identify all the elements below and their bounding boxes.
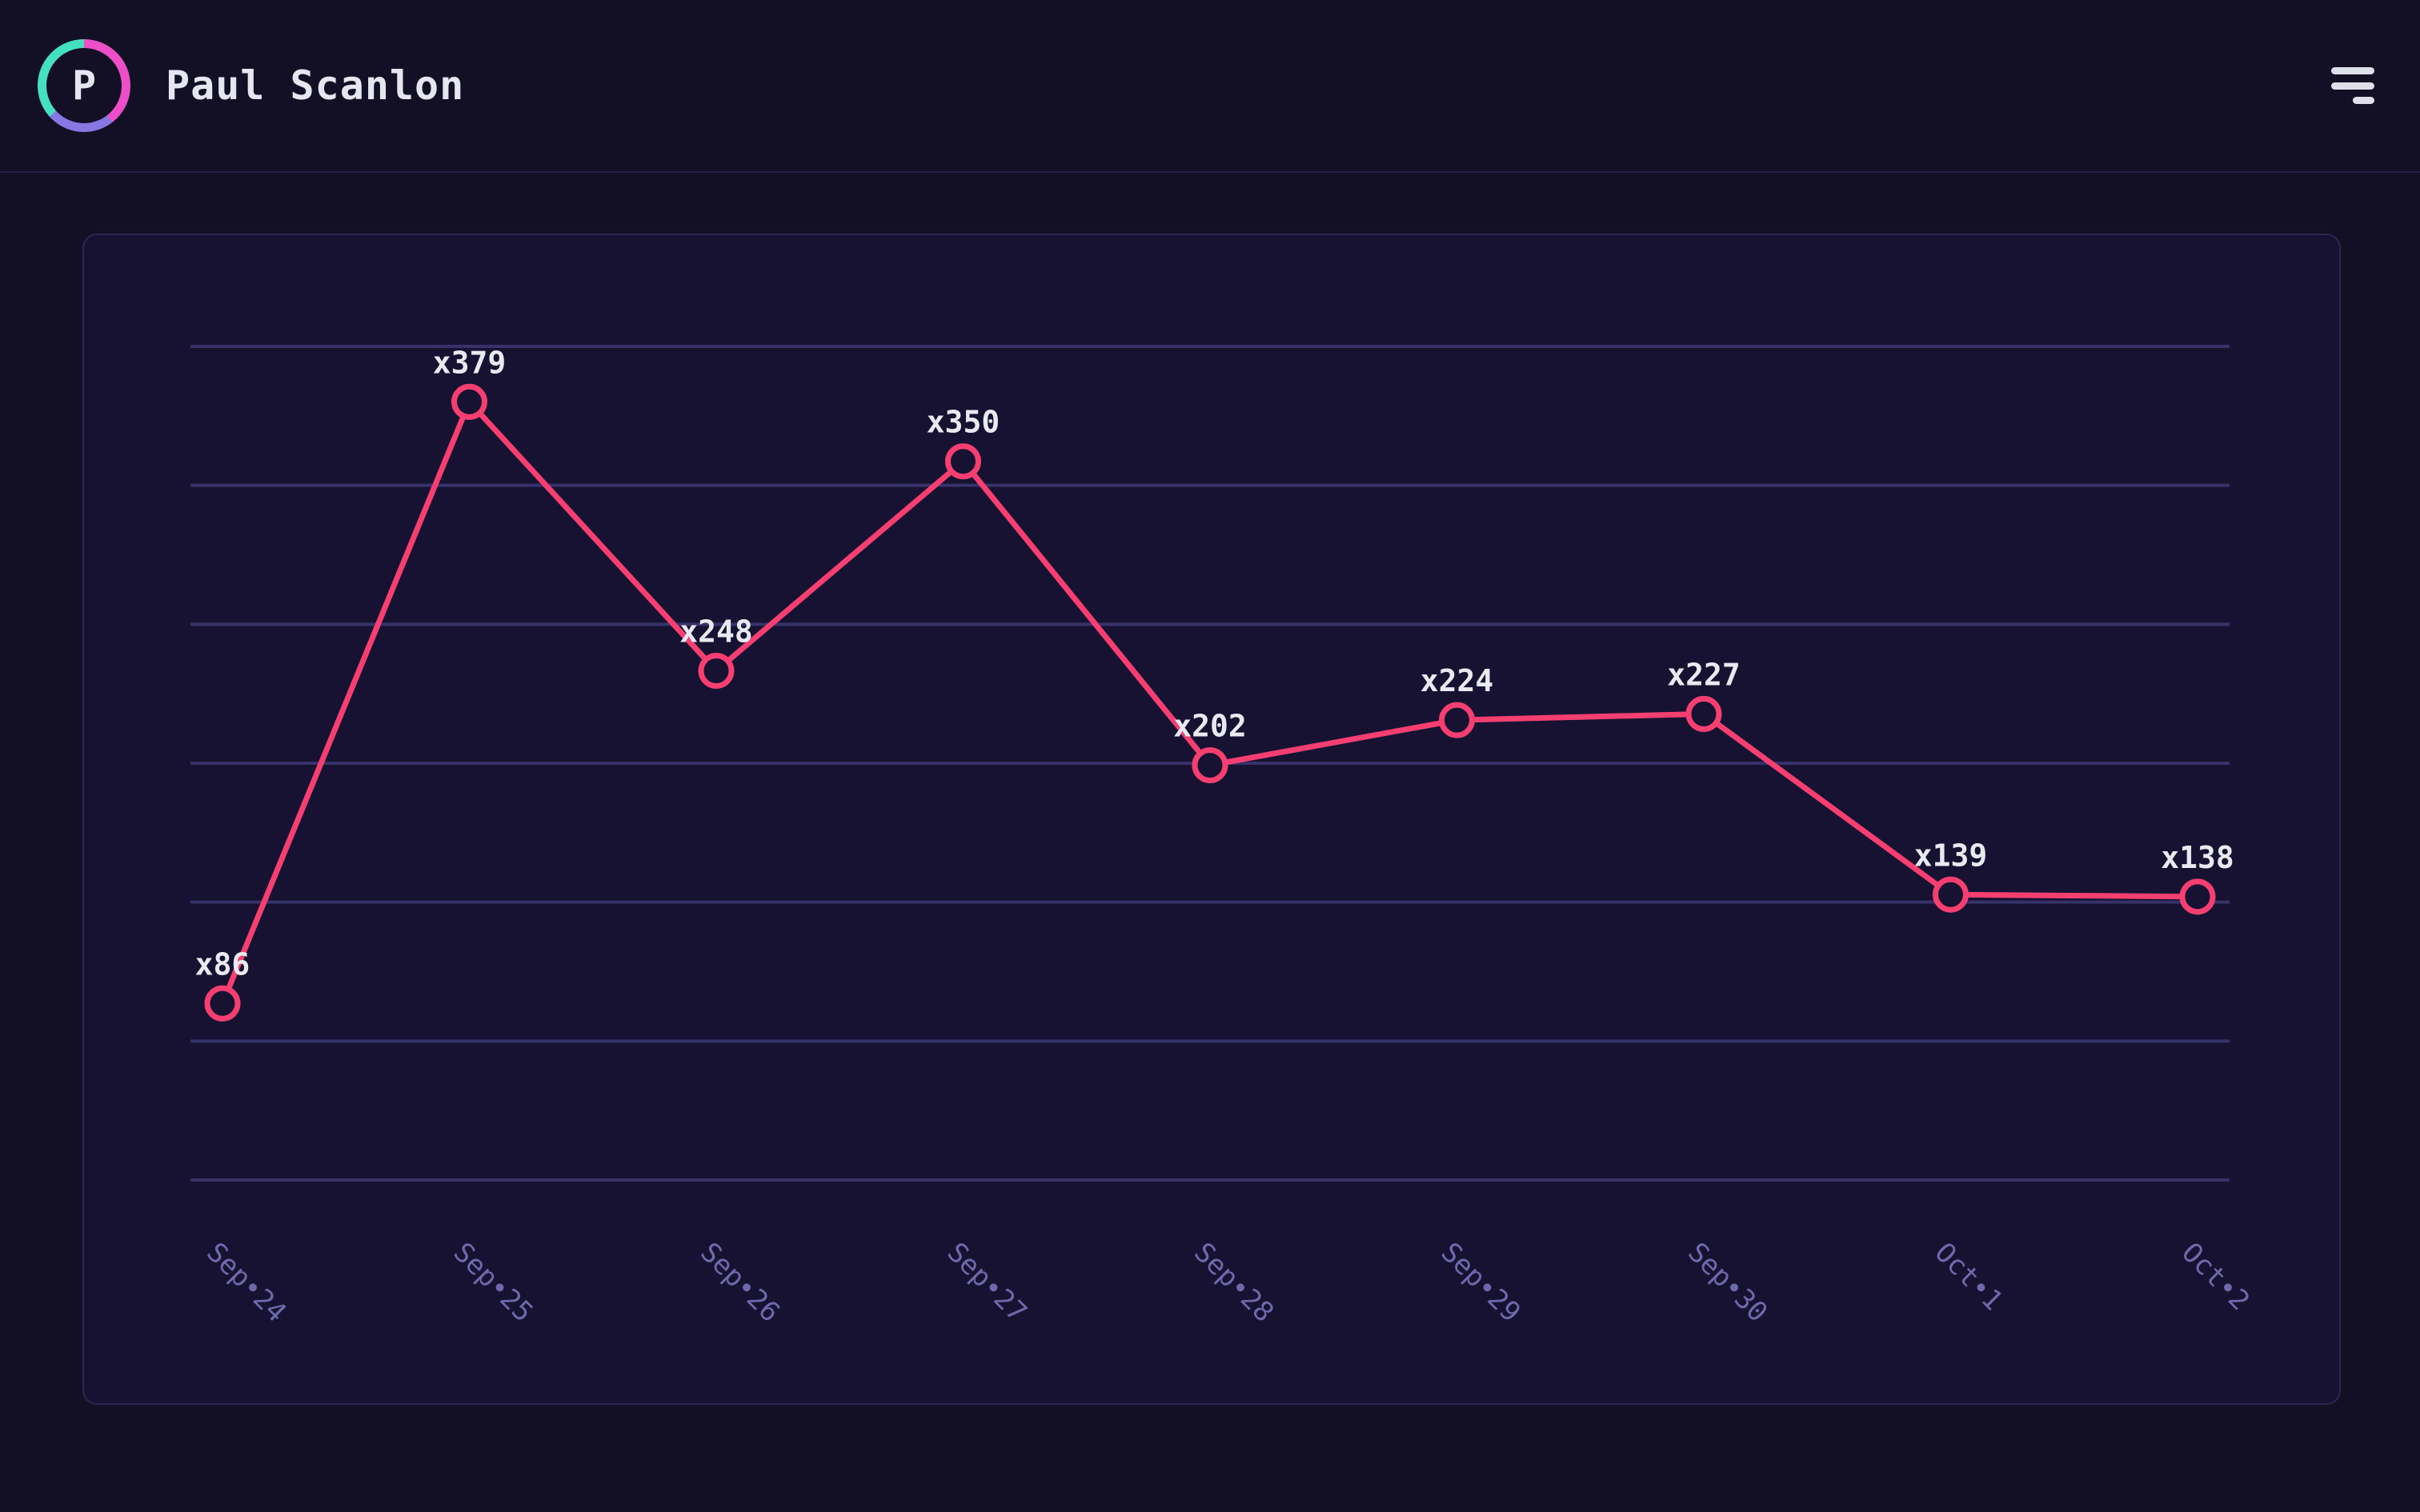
menu-align-right-icon-bar-1 (2331, 67, 2374, 74)
chart-card: x86 Sep•24 x379 Sep•25 x248 Sep•26 x350 Sep•27 x… (82, 234, 2341, 1405)
x-axis-label: Sep•26 (694, 1237, 786, 1329)
avatar[interactable]: P (38, 39, 130, 132)
menu-button[interactable] (2331, 67, 2374, 104)
data-point-marker[interactable] (1685, 695, 1722, 732)
data-point-marker[interactable] (204, 985, 241, 1022)
data-point-marker[interactable] (945, 443, 981, 480)
data-point-label: x227 (1667, 657, 1741, 692)
user-name: Paul Scanlon (166, 62, 465, 109)
data-point-label: x350 (927, 405, 1000, 440)
main: x86 Sep•24 x379 Sep•25 x248 Sep•26 x350 Sep•27 x… (0, 173, 2420, 1405)
data-point-label: x202 (1173, 709, 1247, 744)
x-axis-label: Sep•25 (447, 1237, 539, 1329)
x-axis-label: Sep•30 (1681, 1237, 1773, 1329)
menu-align-right-icon-bar-2 (2331, 82, 2374, 90)
x-axis-label: Oct•2 (2175, 1237, 2256, 1318)
data-point-marker[interactable] (1192, 747, 1228, 784)
x-axis-label: Sep•28 (1188, 1237, 1280, 1329)
data-point-marker[interactable] (1439, 702, 1475, 738)
x-axis-label: Oct•1 (1929, 1237, 2009, 1318)
menu-align-right-icon-bar-3 (2353, 97, 2374, 104)
data-point-marker[interactable] (1933, 876, 1969, 913)
data-point-label: x224 (1420, 663, 1494, 698)
data-point-marker[interactable] (698, 653, 735, 690)
data-point-marker[interactable] (451, 383, 487, 420)
x-axis-label: Sep•29 (1435, 1237, 1527, 1329)
data-point-label: x86 (195, 946, 250, 982)
data-point-label: x379 (433, 345, 507, 380)
data-point-label: x248 (679, 614, 753, 650)
x-axis-label: Sep•24 (200, 1237, 292, 1329)
x-axis-label: Sep•27 (941, 1237, 1033, 1329)
data-point-marker[interactable] (2179, 878, 2216, 915)
avatar-inner: P (46, 48, 122, 123)
page: P Paul Scanlon x86 Sep•24 x379 Sep•25 x248 Se… (0, 0, 2420, 1405)
avatar-initial: P (71, 62, 97, 109)
data-point-label: x139 (1914, 838, 1988, 873)
line-chart: x86 Sep•24 x379 Sep•25 x248 Sep•26 x350 Sep•27 x… (190, 345, 2256, 1329)
series-line (219, 398, 2201, 1006)
header: P Paul Scanlon (0, 0, 2420, 173)
data-point-label: x138 (2161, 840, 2234, 875)
